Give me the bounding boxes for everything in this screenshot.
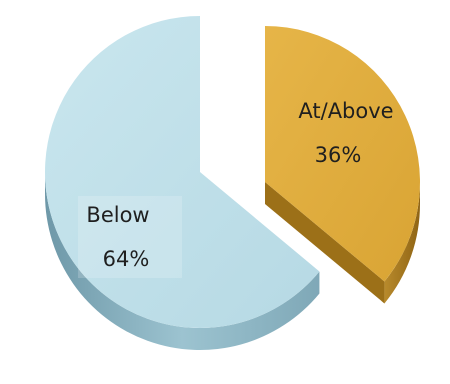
slices-layer — [44, 16, 420, 351]
slice-value-at-above: 36% — [315, 143, 362, 167]
slice-wall-at-above — [265, 182, 385, 304]
slice-side-below — [44, 172, 320, 351]
below-label-bg — [78, 196, 182, 278]
slice-below — [44, 16, 320, 328]
slice-at-above — [265, 26, 420, 282]
labels-layer: Below 64% At/Above 36% — [78, 99, 394, 278]
slice-value-below: 64% — [103, 247, 150, 271]
slice-label-at-above: At/Above — [298, 99, 393, 123]
slice-label-below: Below — [86, 203, 149, 227]
slice-side-at-above — [384, 182, 420, 304]
